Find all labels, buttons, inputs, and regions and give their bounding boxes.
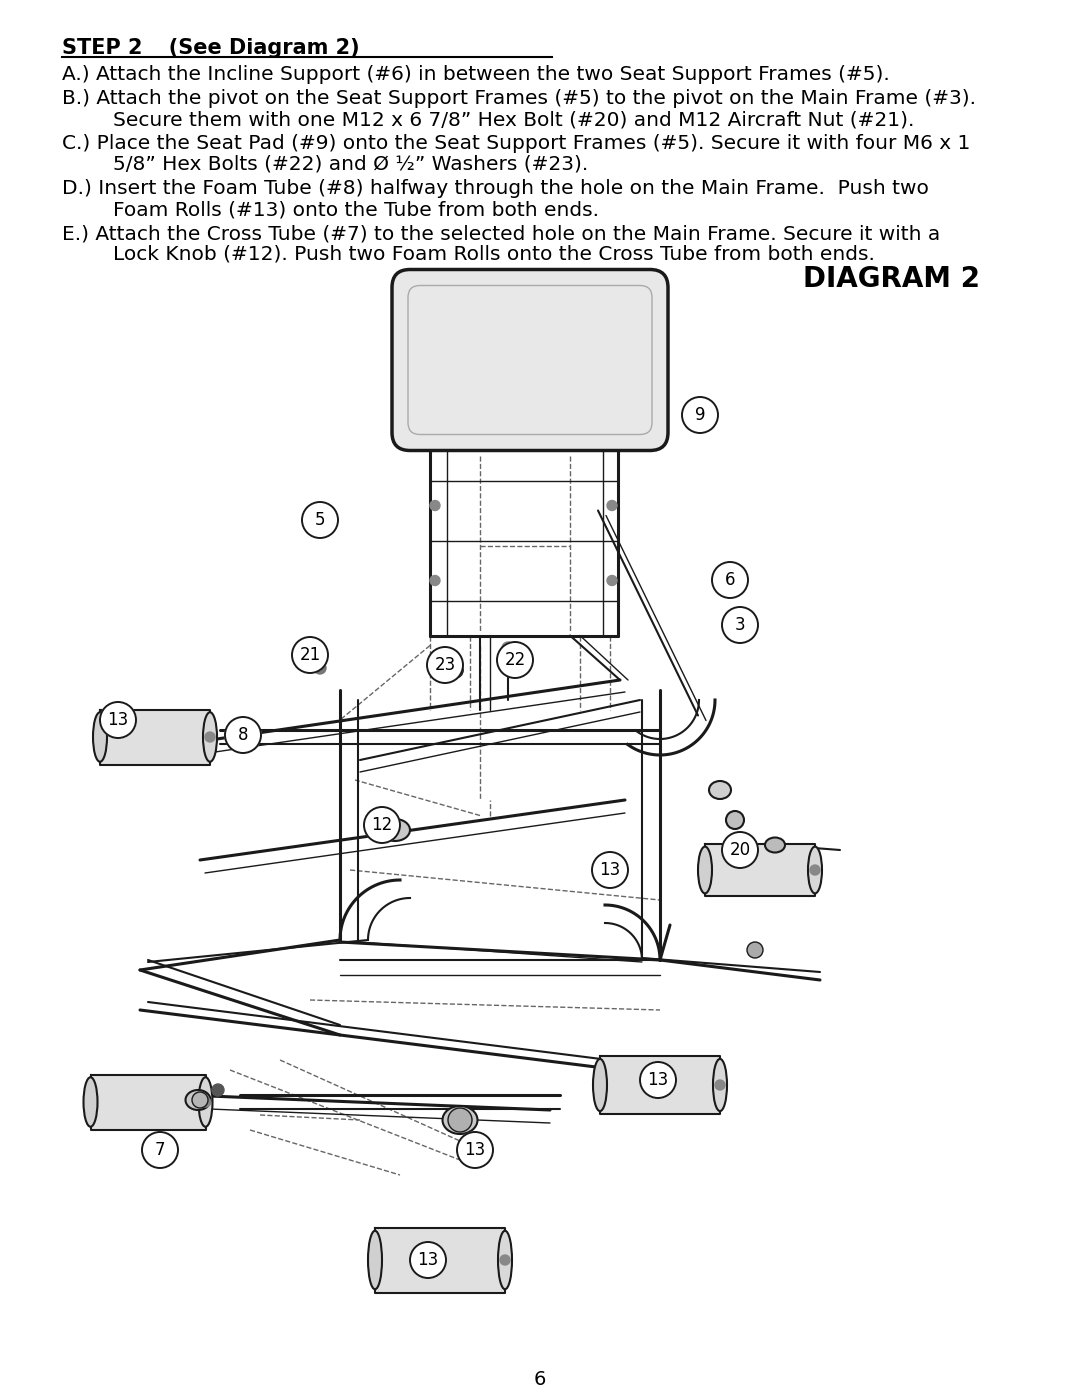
Text: 22: 22 [504,651,526,669]
Ellipse shape [498,1231,512,1289]
Text: 3: 3 [734,616,745,634]
Circle shape [715,1080,725,1090]
Text: 13: 13 [647,1071,669,1090]
Text: 5/8” Hex Bolts (#22) and Ø ½” Washers (#23).: 5/8” Hex Bolts (#22) and Ø ½” Washers (#… [62,155,589,175]
Circle shape [723,608,758,643]
Circle shape [500,1255,510,1266]
Text: 6: 6 [534,1370,546,1389]
Circle shape [212,1084,224,1097]
Circle shape [457,1132,492,1168]
Ellipse shape [698,847,712,894]
Polygon shape [375,1228,505,1292]
Circle shape [640,1062,676,1098]
Text: 13: 13 [417,1250,438,1268]
Text: 13: 13 [464,1141,486,1160]
Text: 7: 7 [154,1141,165,1160]
Text: 9: 9 [694,407,705,425]
Circle shape [681,397,718,433]
Circle shape [382,821,399,838]
Polygon shape [91,1074,205,1130]
Circle shape [225,717,261,753]
Text: 13: 13 [599,861,621,879]
Circle shape [607,576,617,585]
Text: 12: 12 [372,816,393,834]
Text: 21: 21 [299,645,321,664]
Circle shape [192,1092,208,1108]
Circle shape [592,852,627,888]
Ellipse shape [765,837,785,852]
Ellipse shape [368,1231,382,1289]
Circle shape [292,637,328,673]
Ellipse shape [83,1077,97,1127]
Circle shape [364,807,400,842]
Ellipse shape [93,712,107,761]
Circle shape [201,1097,211,1106]
Text: E.) Attach the Cross Tube (#7) to the selected hole on the Main Frame. Secure it: E.) Attach the Cross Tube (#7) to the se… [62,224,941,243]
Circle shape [723,833,758,868]
Text: 5: 5 [314,511,325,529]
Circle shape [502,643,514,654]
Text: D.) Insert the Foam Tube (#8) halfway through the hole on the Main Frame.  Push : D.) Insert the Foam Tube (#8) halfway th… [62,179,929,198]
Ellipse shape [199,1077,213,1127]
Text: 23: 23 [434,657,456,673]
Circle shape [205,732,215,742]
Circle shape [314,662,326,673]
Circle shape [302,502,338,538]
Ellipse shape [186,1090,211,1111]
Circle shape [430,500,440,510]
Circle shape [747,942,762,958]
Text: B.) Attach the pivot on the Seat Support Frames (#5) to the pivot on the Main Fr: B.) Attach the pivot on the Seat Support… [62,89,976,108]
Circle shape [100,703,136,738]
Circle shape [448,1108,472,1132]
Ellipse shape [443,1106,477,1134]
Polygon shape [600,1056,720,1113]
Polygon shape [100,710,210,764]
Text: Lock Knob (#12). Push two Foam Rolls onto the Cross Tube from both ends.: Lock Knob (#12). Push two Foam Rolls ont… [62,244,875,264]
Text: DIAGRAM 2: DIAGRAM 2 [804,265,980,293]
Circle shape [141,1132,178,1168]
Polygon shape [705,844,815,895]
Text: 13: 13 [107,711,129,729]
Circle shape [712,562,748,598]
Text: A.) Attach the Incline Support (#6) in between the two Seat Support Frames (#5).: A.) Attach the Incline Support (#6) in b… [62,66,890,84]
Text: Foam Rolls (#13) onto the Tube from both ends.: Foam Rolls (#13) onto the Tube from both… [62,200,599,219]
Circle shape [607,500,617,510]
Text: 6: 6 [725,571,735,590]
Circle shape [427,647,463,683]
Circle shape [410,1242,446,1278]
Text: 20: 20 [729,841,751,859]
Text: 8: 8 [238,726,248,745]
Ellipse shape [808,847,822,894]
Text: (See Diagram 2): (See Diagram 2) [147,38,360,59]
Circle shape [726,812,744,828]
Text: C.) Place the Seat Pad (#9) onto the Seat Support Frames (#5). Secure it with fo: C.) Place the Seat Pad (#9) onto the Sea… [62,134,970,154]
Ellipse shape [708,781,731,799]
Text: STEP 2: STEP 2 [62,38,143,59]
Circle shape [430,576,440,585]
Circle shape [497,643,534,678]
Circle shape [447,662,463,678]
Circle shape [810,865,820,875]
Ellipse shape [203,712,217,761]
FancyBboxPatch shape [392,270,669,450]
Ellipse shape [593,1059,607,1111]
Text: Secure them with one M12 x 6 7/8” Hex Bolt (#20) and M12 Aircraft Nut (#21).: Secure them with one M12 x 6 7/8” Hex Bo… [62,110,915,129]
Ellipse shape [713,1059,727,1111]
Ellipse shape [380,819,410,841]
